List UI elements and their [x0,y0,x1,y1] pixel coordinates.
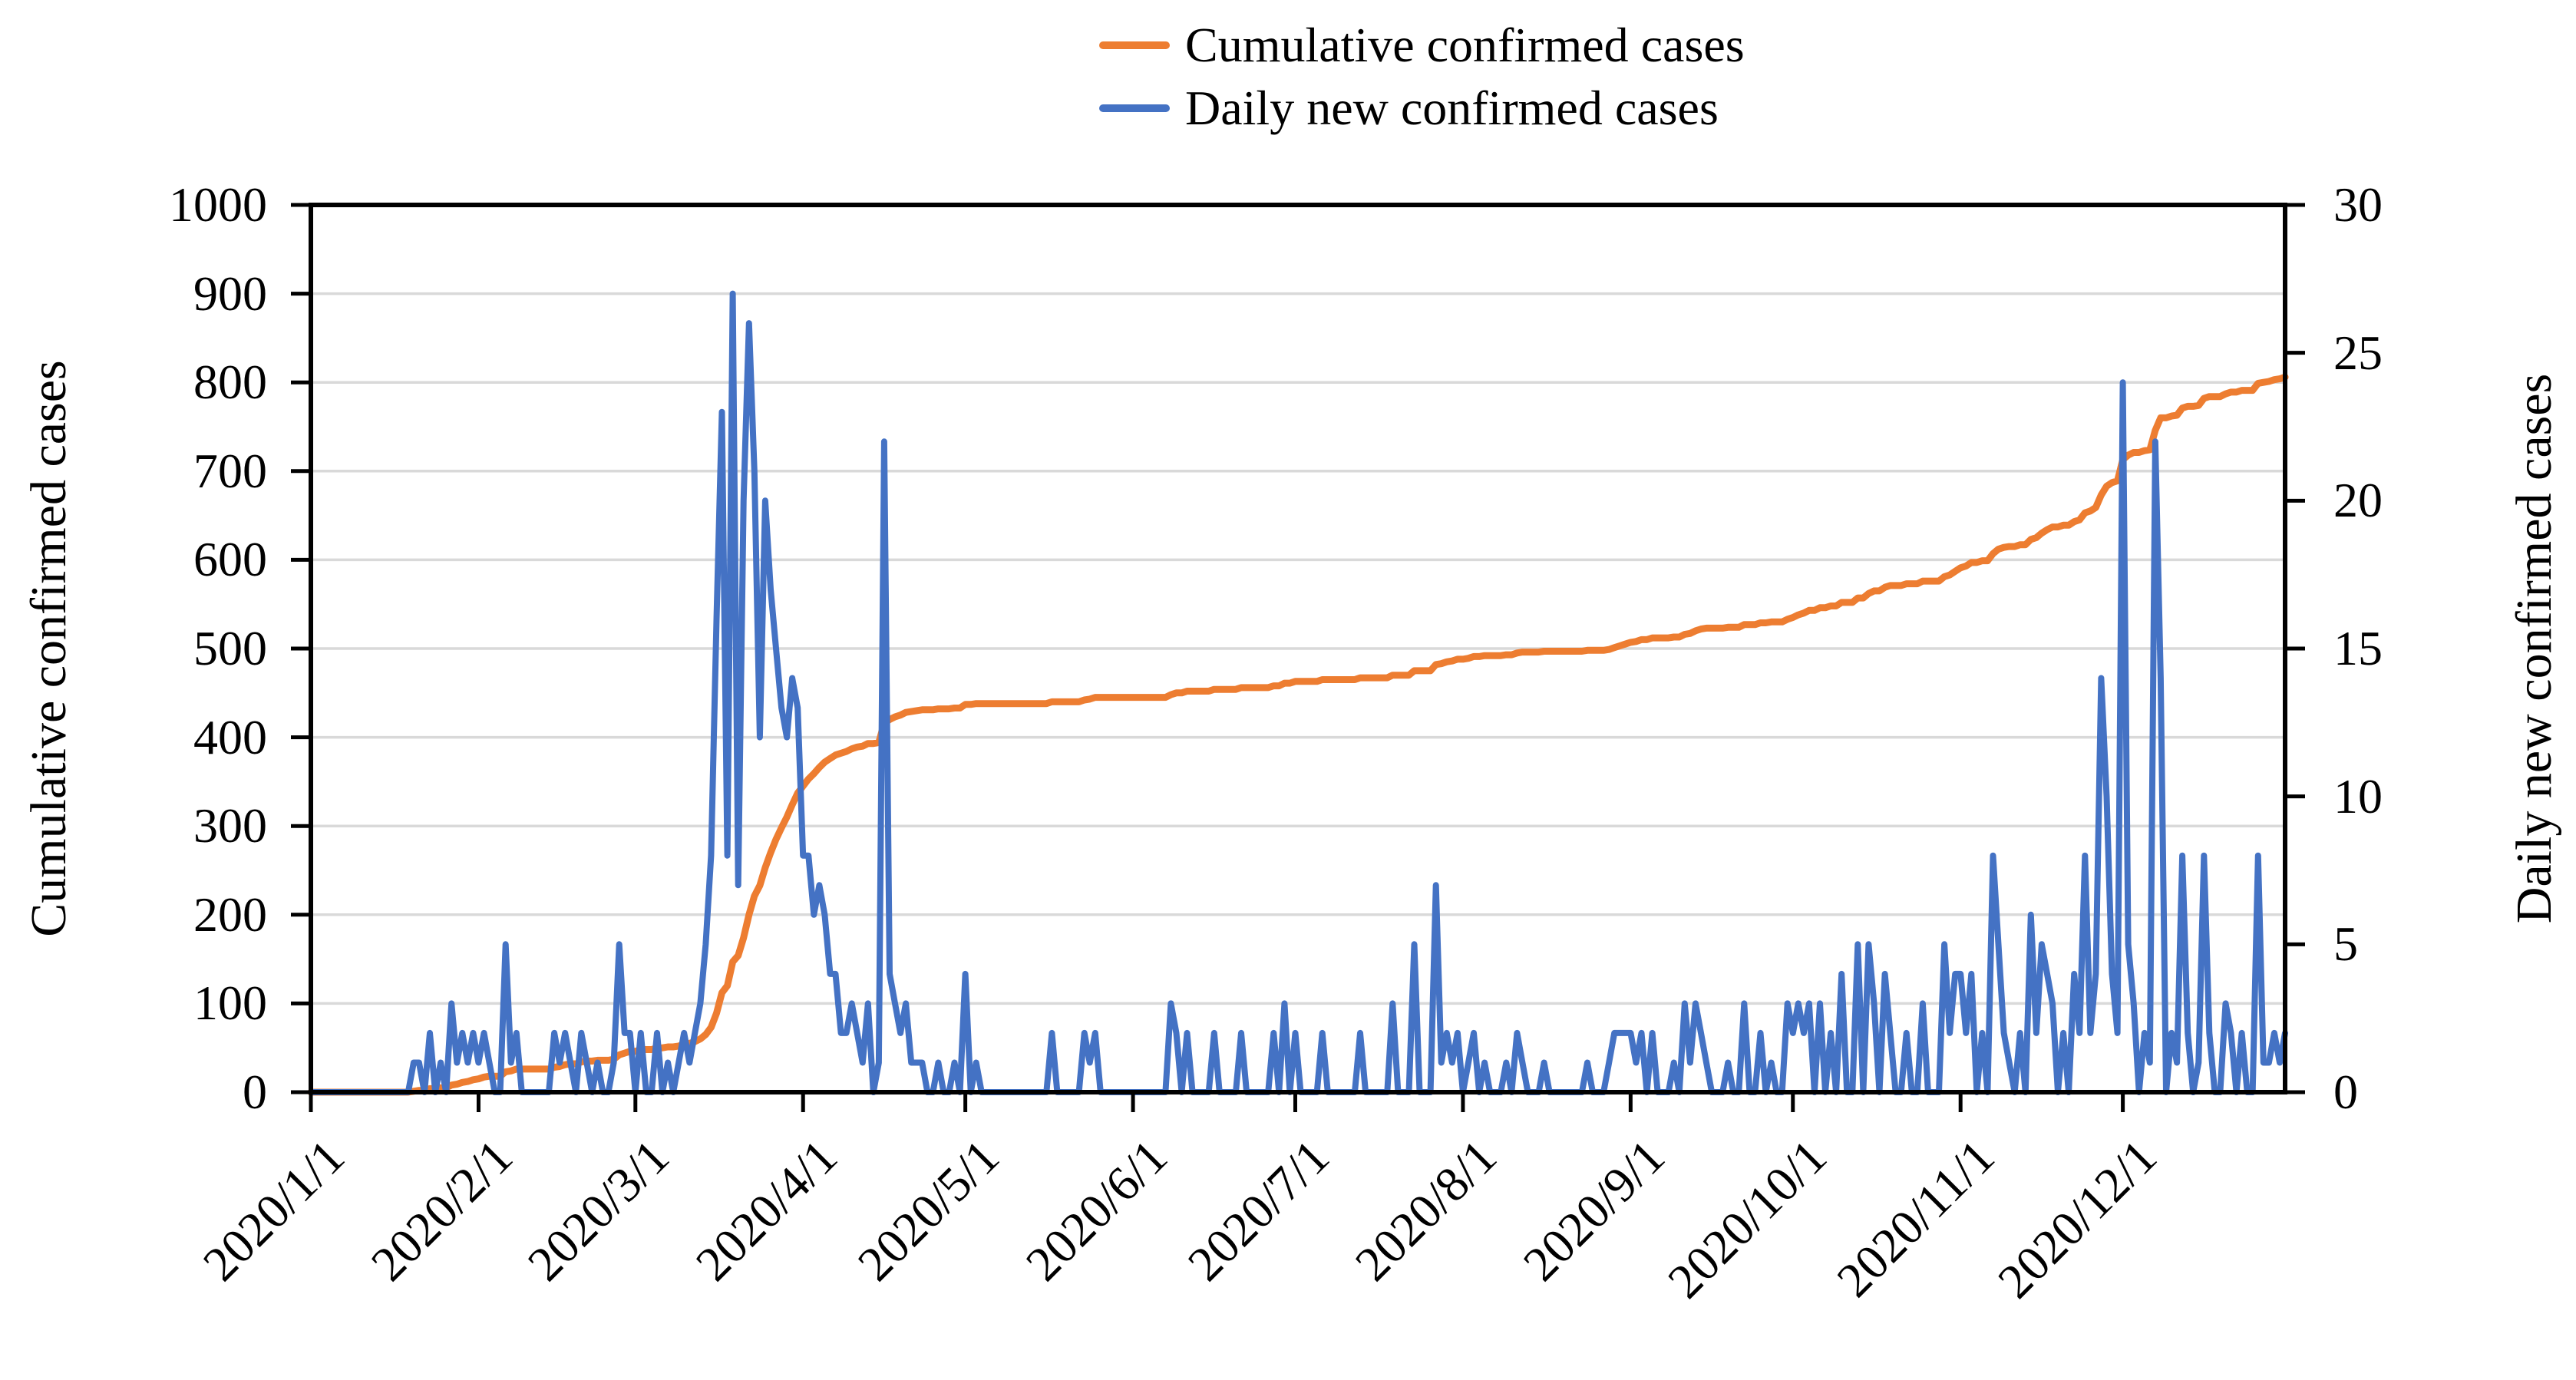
left-axis-tick-label: 500 [193,621,267,675]
right-axis-tick-label: 30 [2333,177,2383,232]
left-axis-tick-label: 600 [193,532,267,587]
legend: Cumulative confirmed cases Daily new con… [1099,17,1745,143]
left-axis-tick-label: 200 [193,886,267,942]
left-axis-tick-label: 100 [193,976,267,1031]
legend-line-cumulative-icon [1099,41,1170,49]
right-axis-title: Daily new confirmed cases [2506,373,2562,924]
right-axis-tick-label: 5 [2333,916,2358,972]
right-axis-tick-label: 25 [2333,325,2383,380]
left-axis-tick-label: 800 [193,355,267,410]
right-axis-tick-label: 20 [2333,473,2383,528]
legend-label-daily: Daily new confirmed cases [1185,81,1719,135]
legend-label-cumulative: Cumulative confirmed cases [1185,18,1745,72]
left-axis-tick-label: 900 [193,266,267,321]
legend-item-daily: Daily new confirmed cases [1099,80,1745,137]
left-axis-tick-label: 1000 [169,177,267,232]
left-axis-tick-label: 700 [193,443,267,498]
left-axis-tick-label: 400 [193,709,267,764]
right-axis-tick-label: 0 [2333,1065,2358,1119]
left-axis-tick-label: 0 [243,1065,267,1119]
left-axis-tick-label: 300 [193,798,267,853]
right-axis-tick-label: 10 [2333,768,2383,824]
legend-item-cumulative: Cumulative confirmed cases [1099,17,1745,74]
legend-line-daily-icon [1099,104,1170,112]
left-axis-title: Cumulative confirmed cases [21,360,77,937]
series-line-daily [308,290,2288,1095]
right-axis-tick-label: 15 [2333,621,2383,675]
